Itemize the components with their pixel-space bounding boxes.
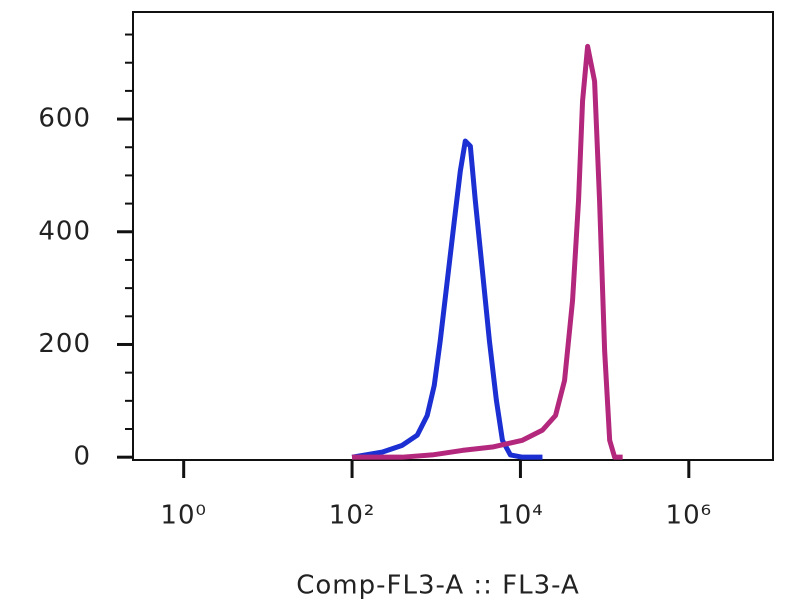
x-tick-label: 10⁶ <box>666 501 713 531</box>
histogram-line <box>352 43 623 460</box>
y-tick-label: 400 <box>38 216 91 246</box>
x-tick-label: 10⁰ <box>160 501 207 531</box>
y-tick-label: 0 <box>73 442 91 472</box>
x-axis-label: Comp-FL3-A :: FL3-A <box>296 571 579 600</box>
x-tick-label: 10⁴ <box>497 501 544 531</box>
histogram-line <box>351 138 543 460</box>
y-tick-label: 600 <box>38 104 91 134</box>
y-tick-label: 200 <box>38 329 91 359</box>
plot-frame <box>132 11 774 461</box>
x-tick-label: 10² <box>329 501 376 531</box>
